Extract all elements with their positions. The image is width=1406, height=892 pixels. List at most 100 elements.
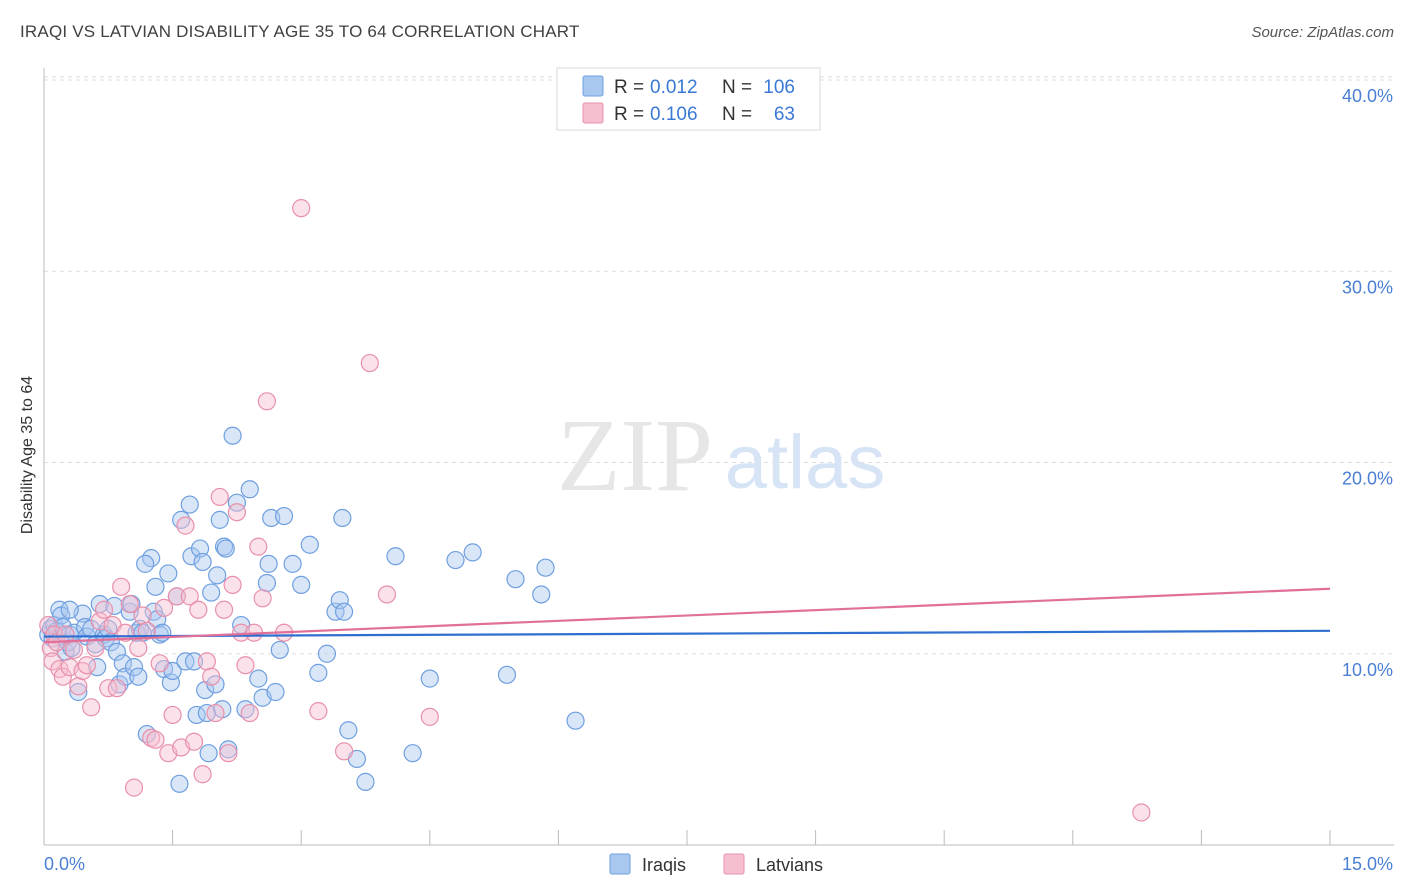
iraqis-point-79 (266, 682, 285, 702)
latvians-point-25 (133, 606, 152, 625)
latvians-point-49 (236, 656, 255, 675)
latvians-trend-line (43, 587, 1331, 644)
latvians-point-50 (240, 703, 259, 723)
latvians-point-40 (197, 652, 216, 671)
iraqis-point-96 (420, 669, 439, 688)
chart-title: IRAQI VS LATVIAN DISABILITY AGE 35 TO 64… (20, 22, 580, 41)
iraqis-point-74 (249, 669, 268, 688)
source-label: Source: ZipAtlas.com (1251, 24, 1394, 41)
y-tick-label-0: 10.0% (1342, 660, 1393, 680)
iraqis-point-34 (129, 667, 148, 686)
latvians-point-52 (249, 537, 268, 556)
latvians-point-43 (210, 487, 229, 507)
latvians-point-47 (227, 503, 246, 522)
latvians-point-24 (129, 638, 148, 658)
latvians-point-33 (167, 587, 186, 606)
latvians-point-29 (150, 654, 169, 673)
latvians-point-32 (163, 705, 182, 725)
y-tick-label-1: 20.0% (1342, 469, 1393, 489)
iraqis-point-54 (184, 652, 204, 671)
latvians-point-0 (39, 615, 58, 635)
legend-label-iraqis[interactable]: Iraqis (642, 855, 686, 875)
series-legend: Iraqis Latvians (609, 853, 823, 875)
legend-swatch-latvians (582, 102, 604, 124)
iraqis-point-52 (180, 495, 199, 514)
legend-n-label-iraqis: N = (722, 77, 752, 98)
latvians-point-28 (146, 730, 165, 749)
tick-labels: 10.0% 20.0% 30.0% 40.0% 0.0% 15.0% (44, 86, 1393, 874)
y-tick-label-3: 40.0% (1342, 86, 1393, 106)
latvians-point-60 (377, 585, 397, 604)
latvians-point-9 (64, 640, 84, 660)
legend-swatch-latvians-bottom[interactable] (723, 853, 745, 875)
iraqis-point-99 (497, 665, 517, 684)
iraqis-point-81 (274, 506, 294, 526)
legend-r-label-iraqis: R = (614, 77, 644, 98)
latvians-point-36 (180, 587, 199, 606)
iraqis-point-98 (463, 543, 482, 562)
latvians-point-42 (206, 703, 225, 723)
legend-r-label-latvians: R = (614, 104, 644, 125)
iraqis-point-103 (566, 711, 585, 730)
legend-swatch-iraqis-bottom[interactable] (609, 853, 631, 875)
watermark-atlas: atlas (725, 420, 886, 505)
iraqis-point-85 (309, 663, 328, 682)
iraqis-point-70 (227, 493, 246, 512)
latvians-point-37 (184, 732, 204, 751)
latvians-point-56 (292, 199, 311, 218)
iraqis-point-89 (333, 508, 352, 528)
iraqis-point-90 (334, 602, 354, 621)
iraqis-point-58 (196, 680, 215, 700)
iraqis-point-64 (210, 510, 229, 529)
latvians-point-10 (69, 677, 88, 696)
legend-n-value-latvians: 63 (774, 104, 795, 125)
iraqis-point-40 (146, 577, 165, 596)
iraqis-point-60 (199, 744, 218, 763)
iraqis-point-91 (339, 721, 358, 740)
iraqis-point-76 (257, 573, 277, 593)
iraqis-point-63 (208, 566, 227, 585)
latvians-point-44 (214, 600, 234, 619)
iraqis-point-73 (240, 480, 259, 499)
iraqis-point-100 (506, 570, 525, 589)
iraqis-point-86 (317, 644, 337, 663)
latvians-point-14 (86, 638, 105, 658)
latvians-point-6 (53, 667, 72, 686)
latvians-point-39 (193, 765, 212, 784)
iraqis-point-49 (170, 774, 189, 793)
watermark-zip: ZIP (557, 398, 713, 513)
latvians-point-13 (82, 698, 101, 717)
correlation-legend: R = 0.012 N = 106 R = 0.106 N = 63 (556, 67, 821, 131)
iraqis-point-93 (356, 772, 375, 791)
iraqis-point-56 (190, 539, 210, 558)
latvians-point-22 (120, 594, 139, 614)
iraqis-point-46 (161, 673, 180, 692)
iraqis-point-80 (270, 640, 289, 660)
latvians-point-19 (107, 679, 126, 698)
iraqis-point-95 (403, 744, 422, 763)
iraqis-point-83 (292, 575, 311, 595)
iraqis-point-61 (202, 583, 221, 602)
iraqis-point-102 (536, 558, 555, 577)
x-tick-label-0: 0.0% (44, 854, 85, 874)
iraqis-point-41 (148, 610, 167, 629)
legend-r-value-iraqis: 0.012 (650, 77, 698, 98)
gridlines (44, 76, 1394, 655)
latvians-point-62 (1132, 803, 1151, 822)
iraqis-point-26 (107, 642, 126, 661)
latvians-point-41 (202, 667, 221, 686)
latvians-point-20 (112, 577, 131, 596)
iraqis-trend-line (43, 629, 1331, 638)
iraqis-point-68 (219, 740, 238, 759)
iraqis-point-84 (300, 535, 319, 554)
latvians-point-59 (360, 353, 379, 373)
legend-swatch-iraqis (582, 75, 604, 97)
iraqis-point-13 (69, 682, 88, 702)
latvians-point-58 (334, 742, 354, 761)
legend-label-latvians[interactable]: Latvians (756, 855, 823, 875)
trend-lines (43, 587, 1331, 644)
iraqis-point-97 (446, 550, 465, 570)
x-tick-label-1: 15.0% (1342, 854, 1393, 874)
latvians-point-12 (77, 656, 96, 675)
